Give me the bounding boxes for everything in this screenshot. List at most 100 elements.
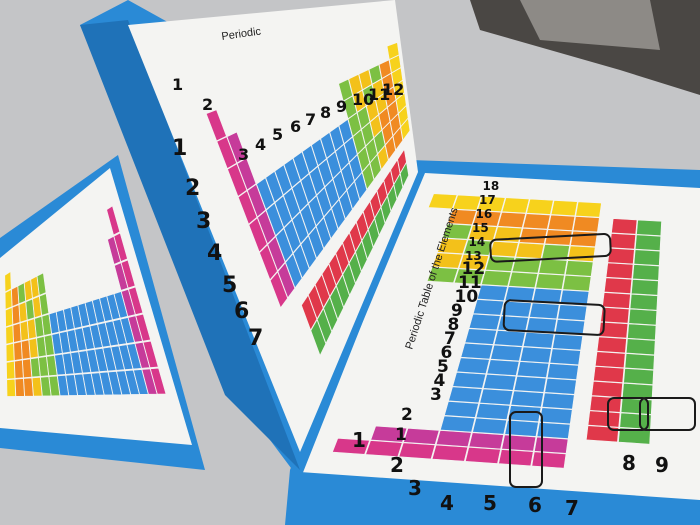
element-cell	[323, 208, 339, 240]
element-cell	[598, 321, 629, 339]
element-cell	[536, 422, 571, 439]
element-cell	[308, 226, 324, 259]
handwritten-number: 1	[172, 75, 183, 94]
element-cell	[501, 434, 537, 452]
handwritten-number: 4	[207, 241, 222, 266]
element-cell	[342, 262, 356, 296]
element-cell	[490, 344, 523, 362]
element-cell	[21, 339, 31, 360]
handwritten-number: 1	[352, 428, 366, 452]
element-cell	[43, 334, 55, 356]
element-cell	[508, 271, 539, 288]
element-cell	[557, 304, 588, 321]
element-cell	[336, 274, 350, 308]
element-cell	[632, 264, 660, 281]
element-cell	[94, 347, 108, 372]
element-cell	[392, 126, 403, 151]
element-cell	[97, 322, 111, 348]
element-cell	[611, 218, 638, 235]
element-cell	[497, 211, 526, 228]
element-cell	[248, 217, 268, 253]
element-cell	[46, 355, 58, 376]
element-cell	[308, 284, 324, 320]
element-cell	[366, 99, 379, 123]
element-cell	[265, 202, 284, 237]
element-cell	[437, 238, 468, 255]
element-cell	[335, 143, 350, 171]
element-cell	[226, 131, 247, 164]
element-cell	[28, 337, 39, 359]
element-cell	[365, 440, 403, 457]
element-cell	[539, 407, 573, 425]
handwritten-number: 11	[458, 273, 482, 293]
element-cell	[513, 375, 547, 393]
element-cell	[515, 242, 545, 259]
element-cell	[135, 313, 151, 342]
element-cell	[346, 180, 360, 210]
element-cell	[489, 241, 519, 258]
element-cell	[274, 195, 293, 228]
element-cell	[30, 357, 41, 378]
element-cell	[369, 114, 383, 139]
element-cell	[11, 304, 21, 325]
element-cell	[623, 368, 654, 385]
element-cell	[357, 146, 370, 173]
element-cell	[62, 352, 75, 375]
element-cell	[391, 67, 403, 87]
element-cell	[546, 363, 579, 380]
element-cell	[150, 367, 167, 395]
element-cell	[66, 329, 79, 353]
element-cell	[329, 285, 344, 320]
element-cell	[237, 190, 258, 225]
element-cell	[70, 304, 83, 329]
element-cell	[497, 315, 529, 332]
element-cell	[575, 201, 602, 218]
element-cell	[361, 121, 374, 147]
element-cell	[332, 437, 370, 455]
element-cell	[368, 217, 380, 248]
element-cell	[365, 137, 378, 164]
handwritten-number: 6	[528, 493, 542, 517]
element-cell	[265, 170, 284, 203]
element-cell	[70, 351, 83, 374]
element-cell	[338, 78, 353, 102]
element-cell	[362, 200, 375, 230]
element-cell	[291, 180, 309, 212]
element-cell	[453, 268, 485, 285]
element-cell	[625, 338, 656, 356]
element-cell	[472, 210, 502, 227]
element-cell	[6, 360, 16, 380]
element-cell	[74, 327, 87, 352]
element-cell	[107, 371, 123, 396]
element-cell	[629, 293, 658, 311]
element-cell	[257, 210, 276, 245]
element-cell	[310, 319, 327, 357]
element-cell	[48, 375, 61, 397]
element-cell	[326, 151, 342, 180]
marker-box	[607, 397, 649, 431]
handwritten-number: 14	[469, 235, 486, 249]
element-cell	[4, 289, 13, 310]
element-cell	[82, 373, 96, 396]
element-cell	[570, 230, 598, 248]
element-cell	[300, 173, 317, 204]
element-cell	[522, 332, 555, 349]
handwritten-number: 6	[441, 343, 453, 363]
handwritten-number: 5	[437, 357, 449, 377]
element-cell	[603, 277, 633, 294]
element-cell	[283, 188, 301, 220]
element-cell	[501, 197, 530, 214]
element-cell	[347, 112, 362, 137]
element-cell	[352, 129, 366, 155]
element-cell	[309, 165, 325, 196]
element-cell	[472, 299, 505, 316]
element-cell	[593, 366, 625, 383]
element-cell	[275, 227, 294, 263]
element-cell	[607, 247, 635, 265]
element-cell	[114, 262, 129, 291]
element-cell	[373, 129, 386, 155]
element-cell	[628, 308, 658, 326]
element-cell	[362, 84, 376, 107]
handwritten-number: 3	[430, 385, 442, 405]
